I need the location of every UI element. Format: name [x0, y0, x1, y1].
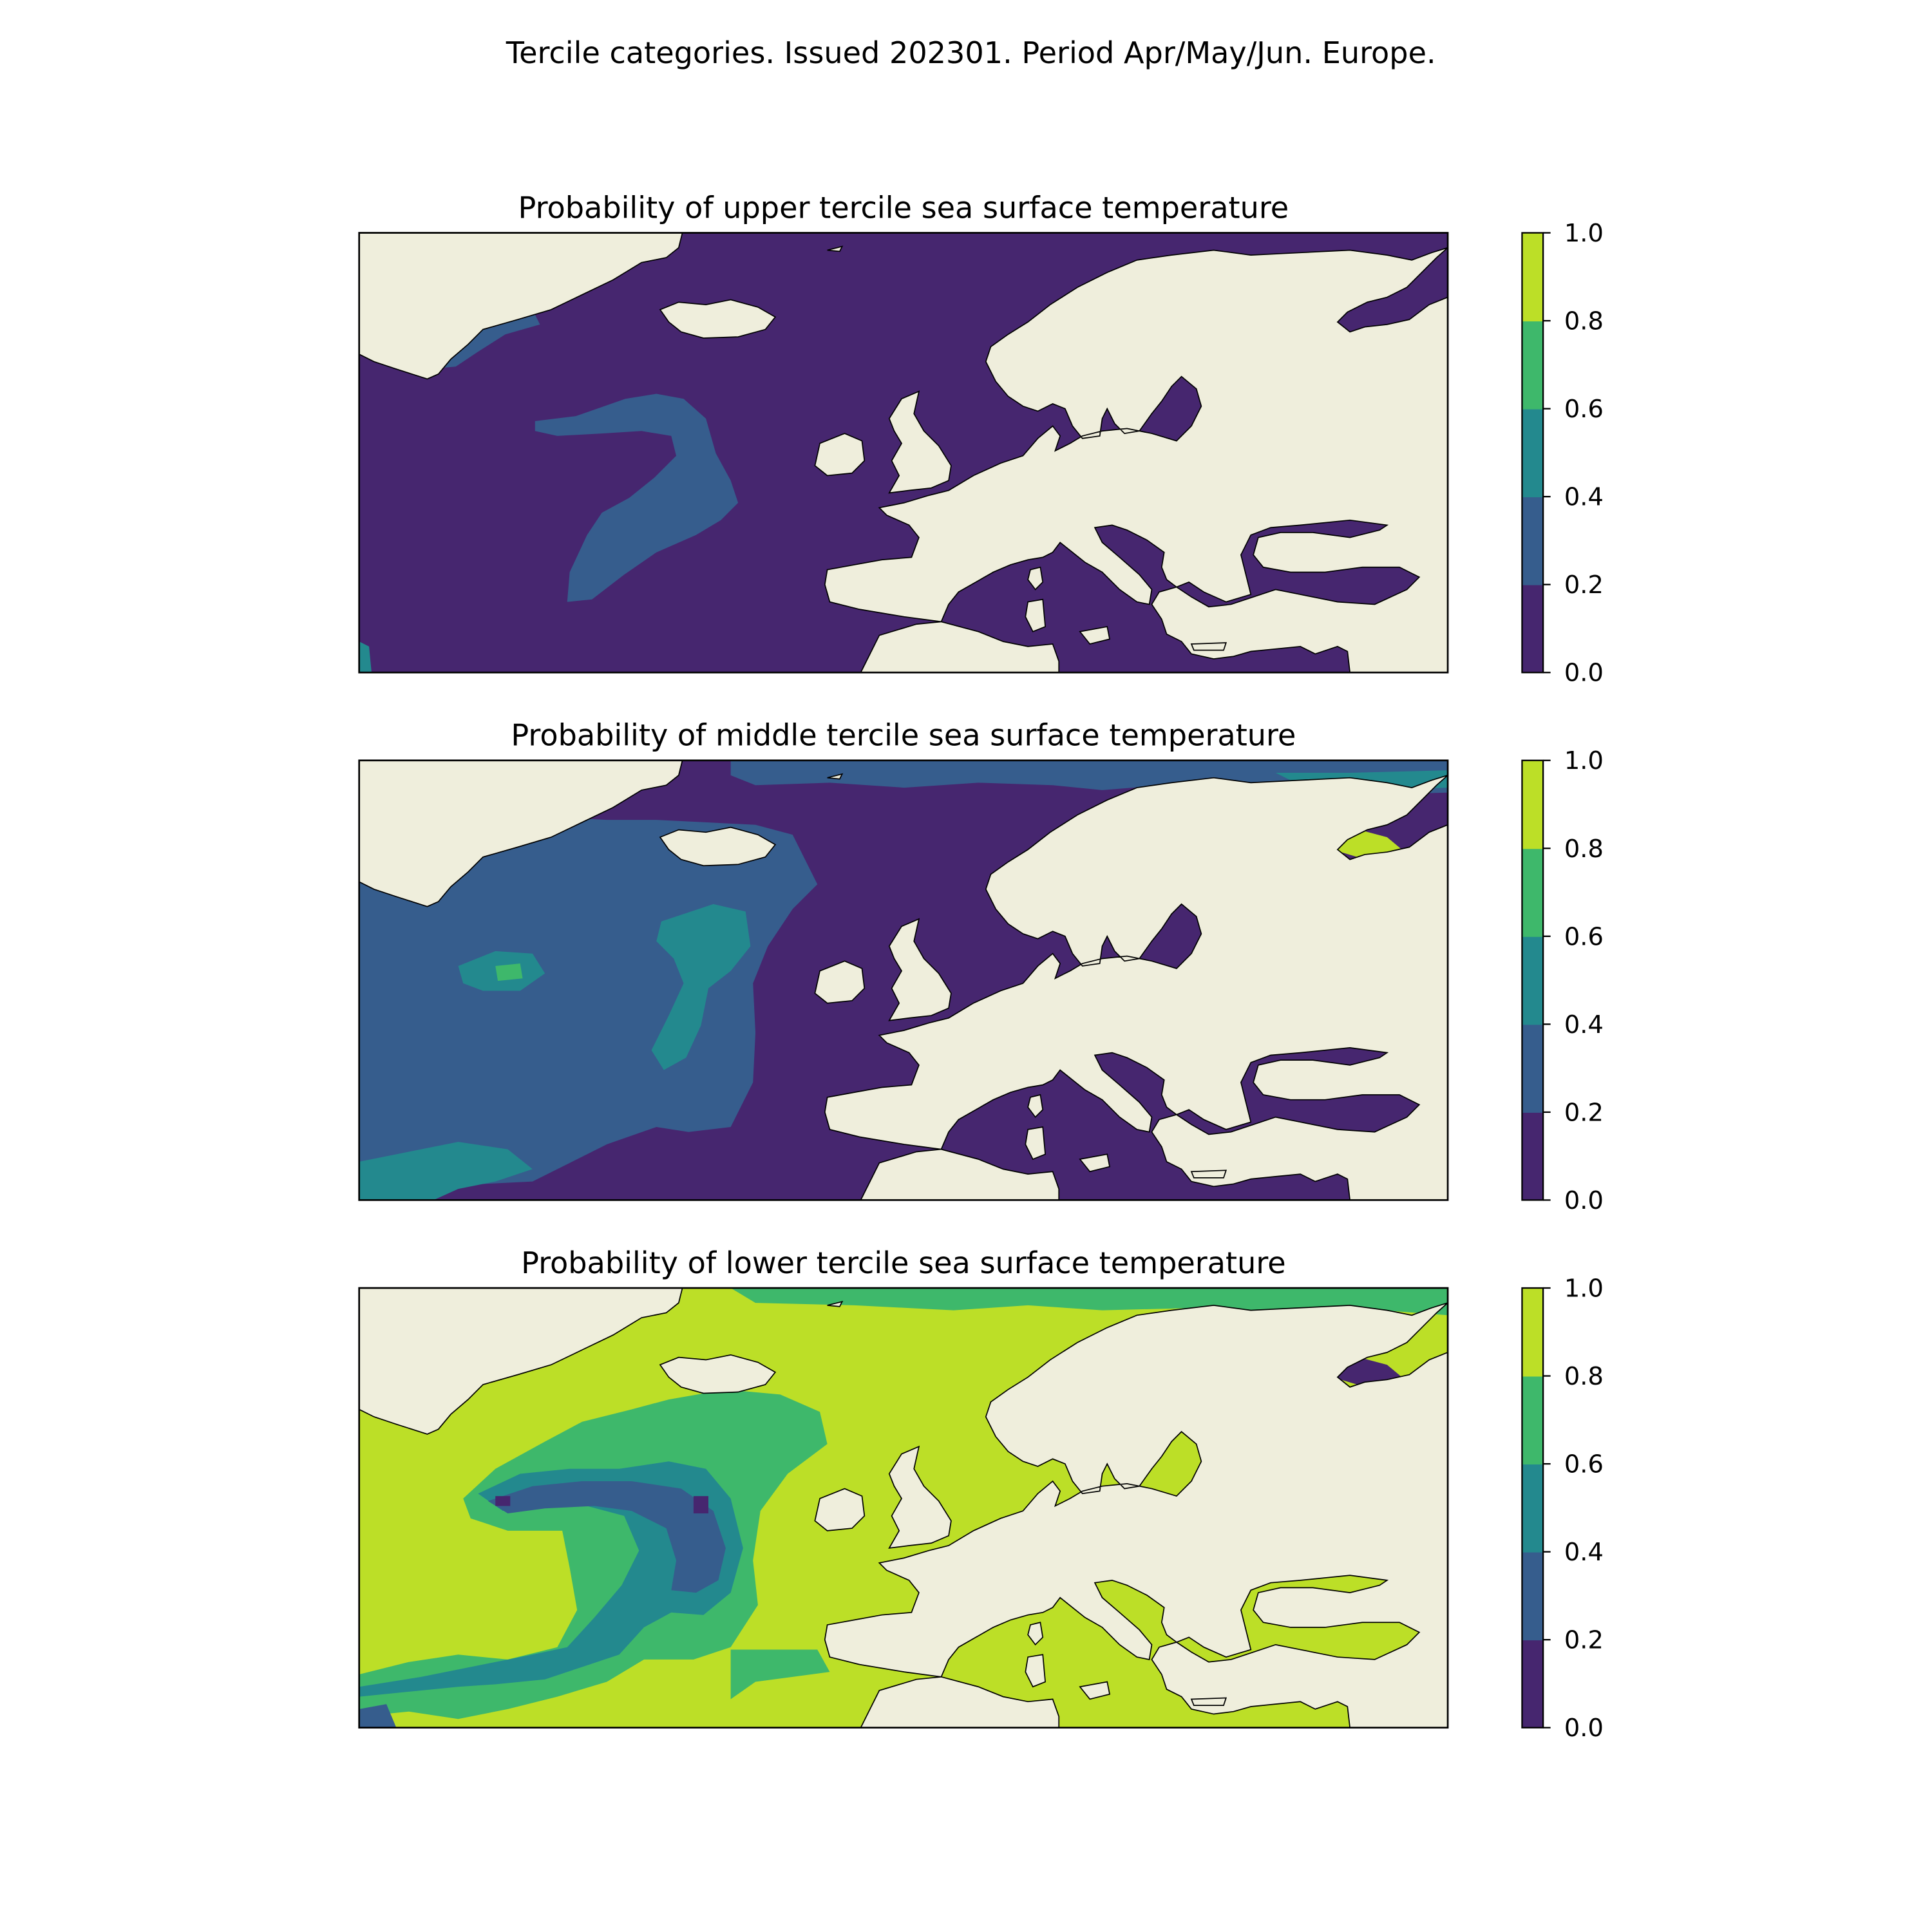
map-lower [359, 1288, 1448, 1728]
colorbar-tick-label: 1.0 [1564, 1274, 1604, 1303]
colorbar-tick-label: 0.0 [1564, 1186, 1604, 1215]
colorbar-frame [1521, 759, 1544, 1201]
colorbar-band [1522, 1024, 1544, 1113]
colorbar-band [1522, 321, 1544, 410]
panel-title: Probability of middle tercile sea surfac… [511, 718, 1296, 753]
colorbar-tick-label: 0.0 [1564, 1714, 1604, 1743]
colorbar-upper: 0.0 0.2 0.4 0.6 0.8 1.0 [1521, 219, 1604, 688]
colorbar-frame [1521, 1287, 1544, 1728]
colorbar-band [1522, 1376, 1544, 1465]
colorbar-tick-label: 0.4 [1564, 1538, 1604, 1567]
colorbar-frame [1521, 232, 1544, 674]
colorbar-band [1522, 1464, 1544, 1553]
colorbar-band [1522, 1551, 1544, 1641]
map-middle [359, 760, 1448, 1200]
colorbar-tick-label: 0.2 [1564, 571, 1604, 600]
colorbar-middle: 0.0 0.2 0.4 0.6 0.8 1.0 [1521, 746, 1604, 1215]
colorbar-tick-label: 0.6 [1564, 395, 1604, 424]
colorbar-lower: 0.0 0.2 0.4 0.6 0.8 1.0 [1521, 1274, 1604, 1743]
colorbar-tick-label: 1.0 [1564, 746, 1604, 775]
colorbar-tick-label: 0.2 [1564, 1626, 1604, 1655]
colorbar-band [1522, 760, 1544, 849]
panel-middle: Probability of middle tercile sea surfac… [358, 718, 1449, 1201]
colorbar-band [1522, 408, 1544, 498]
map-frame [358, 232, 1449, 674]
colorbar-tick-label: 0.8 [1564, 307, 1604, 336]
map-frame [358, 1287, 1449, 1729]
colorbar-band [1522, 936, 1544, 1025]
map-upper [359, 232, 1448, 673]
colorbar-band [1522, 848, 1544, 937]
colorbar-tick-label: 0.4 [1564, 1010, 1604, 1039]
colorbar-tick-label: 0.8 [1564, 1362, 1604, 1391]
colorbar-band [1522, 1640, 1544, 1728]
colorbar-tick-label: 0.4 [1564, 483, 1604, 512]
colorbar-band [1522, 497, 1544, 585]
colorbar-band [1522, 232, 1544, 322]
colorbars: 0.00.20.40.60.81.00.00.20.40.60.81.00.00… [1521, 219, 1604, 1743]
colorbar-band [1522, 1112, 1544, 1201]
colorbar-band [1522, 1288, 1544, 1377]
panel-lower: Probability of lower tercile sea surface… [358, 1245, 1449, 1729]
map-frame [358, 759, 1449, 1201]
colorbar-tick-label: 0.6 [1564, 922, 1604, 951]
colorbar-tick-label: 0.6 [1564, 1450, 1604, 1479]
colorbar-tick-label: 0.8 [1564, 835, 1604, 864]
colorbar-tick-label: 0.2 [1564, 1098, 1604, 1127]
panel-title: Probability of upper tercile sea surface… [518, 190, 1289, 225]
colorbar-tick-label: 0.0 [1564, 659, 1604, 688]
panel-upper: Probability of upper tercile sea surface… [358, 190, 1449, 674]
colorbar-band [1522, 584, 1544, 674]
figure-suptitle: Tercile categories. Issued 202301. Perio… [506, 35, 1436, 70]
panel-title: Probability of lower tercile sea surface… [521, 1245, 1286, 1280]
colorbar-tick-label: 1.0 [1564, 219, 1604, 248]
